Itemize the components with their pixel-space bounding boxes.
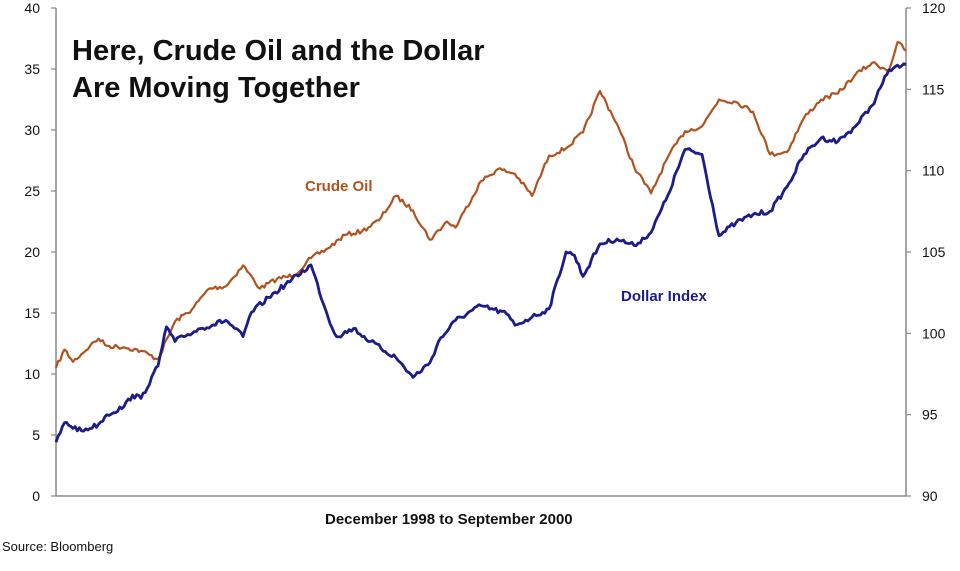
- crude-oil-line: [54, 41, 907, 369]
- chart-title-line-2: Are Moving Together: [72, 72, 360, 104]
- dollar-index-series-label: Dollar Index: [621, 288, 708, 305]
- x-axis-label: December 1998 to September 2000: [325, 511, 573, 528]
- right-tick-label: 95: [922, 407, 938, 423]
- dollar-index-line: [54, 62, 907, 443]
- right-tick-label: 105: [922, 244, 946, 260]
- series-layer: [54, 41, 907, 443]
- left-tick-label: 35: [24, 61, 40, 77]
- left-tick-label: 5: [32, 427, 40, 443]
- chart-title-line-1: Here, Crude Oil and the Dollar: [72, 35, 485, 67]
- left-tick-label: 10: [24, 366, 40, 382]
- left-tick-label: 25: [24, 183, 40, 199]
- left-tick-label: 15: [24, 305, 40, 321]
- left-tick-label: 0: [32, 488, 40, 504]
- right-tick-label: 120: [922, 0, 946, 16]
- left-tick-label: 40: [24, 0, 40, 16]
- right-axis-ticks: 90 95 100 105 110 115 120: [906, 0, 946, 504]
- source-note: Source: Bloomberg: [2, 539, 113, 554]
- left-tick-label: 30: [24, 122, 40, 138]
- right-tick-label: 115: [922, 81, 945, 97]
- left-tick-label: 20: [24, 244, 40, 260]
- crude-oil-series-label: Crude Oil: [305, 178, 373, 195]
- right-tick-label: 110: [922, 163, 945, 179]
- left-axis-ticks: 0 5 10 15 20 25 30 35 40: [24, 0, 56, 504]
- right-tick-label: 100: [922, 325, 946, 341]
- right-tick-label: 90: [922, 488, 938, 504]
